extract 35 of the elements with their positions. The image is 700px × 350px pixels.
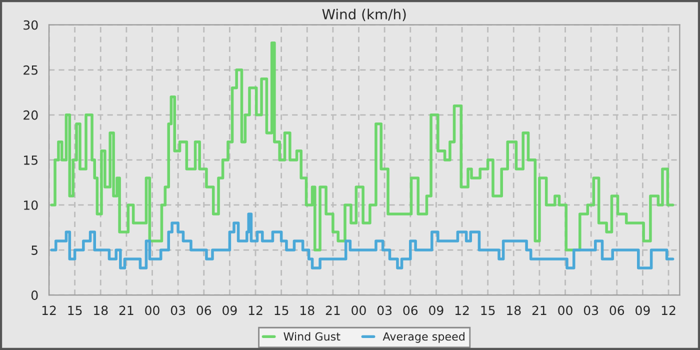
x-tick-label: 18	[300, 306, 314, 316]
y-tick-label: 5	[32, 246, 38, 255]
x-tick-label: 09	[429, 306, 444, 316]
x-tick-label: 12	[662, 306, 676, 315]
y-tick-label: 25	[24, 65, 38, 75]
x-tick-label: 03	[170, 306, 186, 316]
legend-label: Average speed	[382, 332, 464, 343]
x-tick-label: 12	[248, 306, 262, 315]
y-tick-label: 0	[31, 290, 38, 300]
x-tick-label: 06	[610, 306, 624, 316]
x-tick-label: 15	[68, 306, 82, 316]
x-tick-label: 15	[274, 306, 288, 316]
chart-title: Wind (km/h)	[322, 8, 406, 22]
x-tick-label: 21	[119, 306, 134, 315]
x-tick-label: 09	[222, 306, 237, 316]
x-tick-label: 06	[403, 306, 418, 316]
x-tick-label: 09	[636, 306, 650, 316]
y-tick-label: 15	[24, 156, 38, 165]
x-tick-label: 18	[507, 306, 521, 316]
x-tick-label: 18	[94, 306, 108, 316]
x-tick-label: 03	[377, 306, 392, 316]
x-tick-label: 00	[145, 306, 160, 316]
x-tick-label: 00	[558, 306, 572, 316]
x-tick-label: 00	[352, 306, 366, 316]
x-tick-label: 06	[196, 306, 212, 316]
y-tick-label: 10	[24, 200, 38, 210]
x-tick-label: 12	[42, 306, 56, 315]
x-tick-label: 12	[455, 306, 469, 315]
y-tick-label: 20	[24, 110, 38, 120]
legend-label: Wind Gust	[284, 332, 340, 341]
x-tick-label: 21	[326, 306, 340, 315]
y-tick-label: 30	[24, 20, 38, 30]
x-tick-label: 15	[481, 306, 495, 316]
x-tick-label: 03	[584, 306, 598, 316]
x-tick-label: 21	[532, 306, 546, 315]
